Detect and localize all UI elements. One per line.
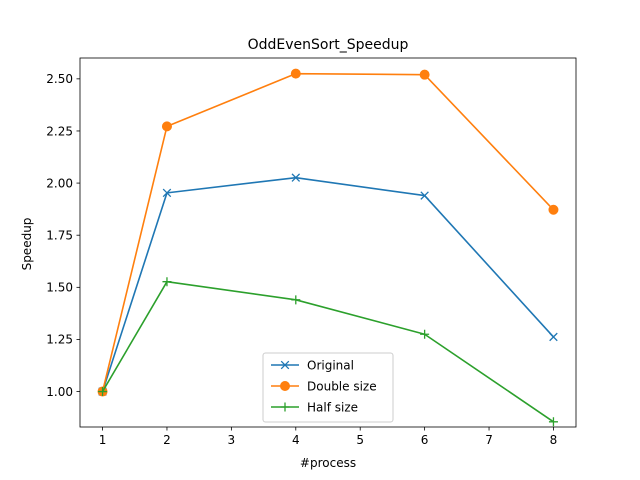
data-point-double-size [161,121,172,132]
y-tick-label: 1.50 [46,281,73,295]
x-tick-label: 6 [421,433,429,447]
y-tick-label: 1.75 [46,229,73,243]
x-tick-label: 7 [485,433,493,447]
data-point-double-size [290,68,301,79]
plot-frame [79,57,577,428]
y-tick-label: 2.50 [46,72,73,86]
chart-title: OddEvenSort_Speedup [248,37,409,53]
legend-label-double-size: Double size [307,379,377,393]
x-tick-label: 8 [550,433,558,447]
legend-frame [262,352,394,423]
data-point-half-size [420,329,430,339]
data-point-half-size [291,295,301,305]
tick-layer: 1 2 3 4 5 6 7 8 1.00 1.25 1.50 1.75 2.00 2.25 2.50 [46,72,557,447]
y-tick-label: 2.00 [46,176,73,190]
y-axis-label: Speedup [20,218,34,271]
legend-label-half-size: Half size [307,400,358,414]
y-tick-label: 1.25 [46,333,73,347]
x-tick-label: 2 [163,433,171,447]
legend-marker-original [280,360,290,370]
y-tick-label: 1.00 [46,385,73,399]
legend-label-original: Original [307,358,354,372]
series-half-size [98,277,558,427]
data-point-half-size [162,277,172,287]
data-point-original [291,173,301,182]
x-axis-label: #process [300,456,356,470]
data-point-original [420,191,429,200]
x-tick-label: 5 [356,433,364,447]
legend-marker-half-size [280,402,290,412]
data-point-double-size [419,69,430,80]
data-point-half-size [548,417,558,427]
data-point-original [162,188,172,198]
y-tick-label: 2.25 [46,124,73,138]
x-tick-label: 4 [292,433,300,447]
x-tick-label: 1 [99,433,107,447]
legend: Original Double size Half size [262,352,394,423]
data-point-half-size [98,387,108,397]
x-tick-label: 3 [228,433,236,447]
legend-marker-double-size [280,381,290,391]
data-point-original [549,332,558,342]
data-point-double-size [548,204,559,215]
series-layer [97,68,559,427]
